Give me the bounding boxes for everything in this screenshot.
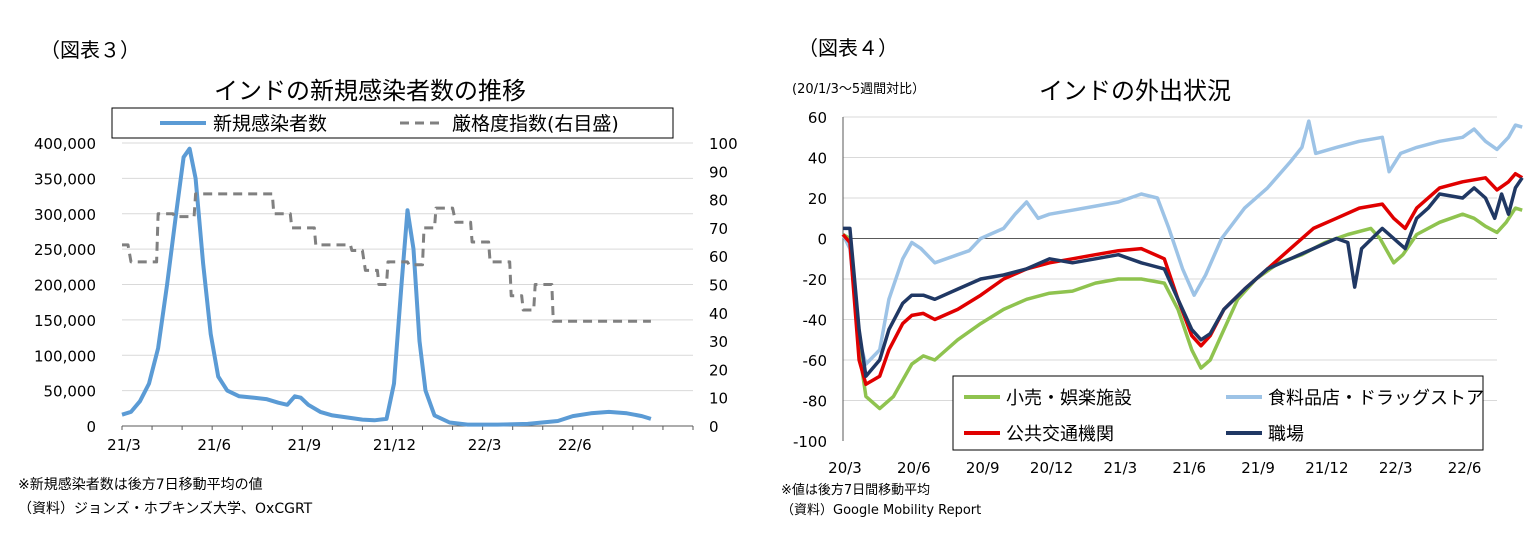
y-right-tick-label: 70 [709, 220, 728, 238]
x-tick-label: 20/9 [966, 459, 1000, 477]
legend-transit-label: 公共交通機関 [1006, 424, 1114, 445]
workplace-line [843, 176, 1524, 378]
y-tick-label: 40 [808, 150, 827, 168]
note-text: ※新規感染者数は後方7日移動平均の値 [18, 476, 263, 493]
y-right-tick-label: 20 [709, 361, 728, 379]
y-left-tick-label: 300,000 [34, 206, 96, 224]
y-right-tick-label: 80 [709, 192, 728, 210]
legend-box [952, 375, 1484, 451]
figure-4-chart: （図表４） (20/1/3～5週間対比） インドの外出状況 -100 -80 -60 -40… [781, 36, 1524, 518]
y-right-tick-label: 10 [709, 390, 728, 408]
x-tick-label: 22/3 [468, 436, 502, 454]
x-tick-label: 21/3 [107, 436, 141, 454]
y-tick-label: -100 [793, 433, 827, 451]
note-text: ※値は後方7日間移動平均 [781, 482, 930, 498]
y-tick-label: -20 [803, 271, 828, 289]
figure-4-subtitle: (20/1/3～5週間対比） [792, 82, 925, 97]
y-right-tick-label: 50 [709, 277, 728, 295]
retail-recreation-line [842, 206, 1523, 411]
legend-label-new-cases: 新規感染者数 [213, 113, 327, 135]
x-tick-label: 21/12 [373, 436, 416, 454]
y-left-tick-label: 350,000 [34, 170, 96, 188]
x-tick-label: 21/9 [287, 436, 321, 454]
x-tick-label: 21/12 [1305, 459, 1348, 477]
y-left-tick-label: 50,000 [44, 383, 97, 401]
x-tick-label: 21/6 [197, 436, 231, 454]
legend-workplace-label: 職場 [1268, 424, 1304, 445]
y-left-tick-label: 100,000 [34, 347, 96, 365]
y-tick-label: 20 [808, 190, 827, 208]
legend-label-stringency: 厳格度指数(右目盛) [452, 113, 619, 135]
y-tick-label: -80 [803, 393, 828, 411]
grocery-pharmacy-line [841, 119, 1523, 366]
new-cases-line [121, 146, 652, 427]
stringency-index-line [122, 192, 651, 323]
y-tick-label: 60 [808, 109, 827, 127]
x-tick-label: 22/6 [1448, 459, 1482, 477]
x-tick-label: 22/3 [1379, 459, 1413, 477]
y-tick-label: -60 [803, 352, 828, 370]
source-text: （資料）Google Mobility Report [781, 503, 981, 518]
x-tick-label: 21/6 [1172, 459, 1206, 477]
y-left-tick-label: 250,000 [34, 241, 96, 259]
y-left-tick-label: 0 [86, 418, 96, 436]
y-tick-label: -40 [803, 312, 828, 330]
figure-3-label: （図表３） [40, 38, 140, 62]
y-left-tick-label: 150,000 [34, 312, 96, 330]
figure-3-chart: （図表３） インドの新規感染者数の推移 0 50,000 100,000 150,000 2… [18, 38, 738, 517]
x-tick-label: 20/6 [897, 459, 931, 477]
x-tick-label: 20/12 [1030, 459, 1073, 477]
x-tick-label: 21/3 [1104, 459, 1138, 477]
legend-grocery-label: 食料品店・ドラッグストア [1268, 388, 1484, 409]
y-right-tick-label: 100 [709, 135, 738, 153]
y-right-tick-label: 0 [709, 418, 719, 436]
source-text: （資料）ジョンズ・ホプキンズ大学、OxCGRT [18, 501, 313, 517]
x-tick-label: 20/3 [828, 459, 862, 477]
figure-4-panel: （図表４） (20/1/3～5週間対比） インドの外出状況 -100 -80 -60 -40… [770, 0, 1529, 550]
y-right-tick-label: 60 [709, 248, 728, 266]
y-left-tick-label: 200,000 [34, 277, 96, 295]
figure-3-panel: （図表３） インドの新規感染者数の推移 0 50,000 100,000 150,000 2… [0, 0, 760, 550]
y-tick-label: 0 [817, 231, 827, 249]
figure-3-title: インドの新規感染者数の推移 [214, 77, 526, 105]
legend-retail-label: 小売・娯楽施設 [1006, 388, 1132, 409]
y-right-tick-label: 90 [709, 163, 728, 181]
y-right-tick-label: 40 [709, 305, 728, 323]
x-tick-label: 22/6 [558, 436, 592, 454]
figure-4-label: （図表４） [798, 36, 898, 60]
y-left-tick-label: 400,000 [34, 135, 96, 153]
x-tick-label: 21/9 [1241, 459, 1275, 477]
y-right-tick-label: 30 [709, 333, 728, 351]
figure-4-title: インドの外出状況 [1039, 77, 1231, 105]
